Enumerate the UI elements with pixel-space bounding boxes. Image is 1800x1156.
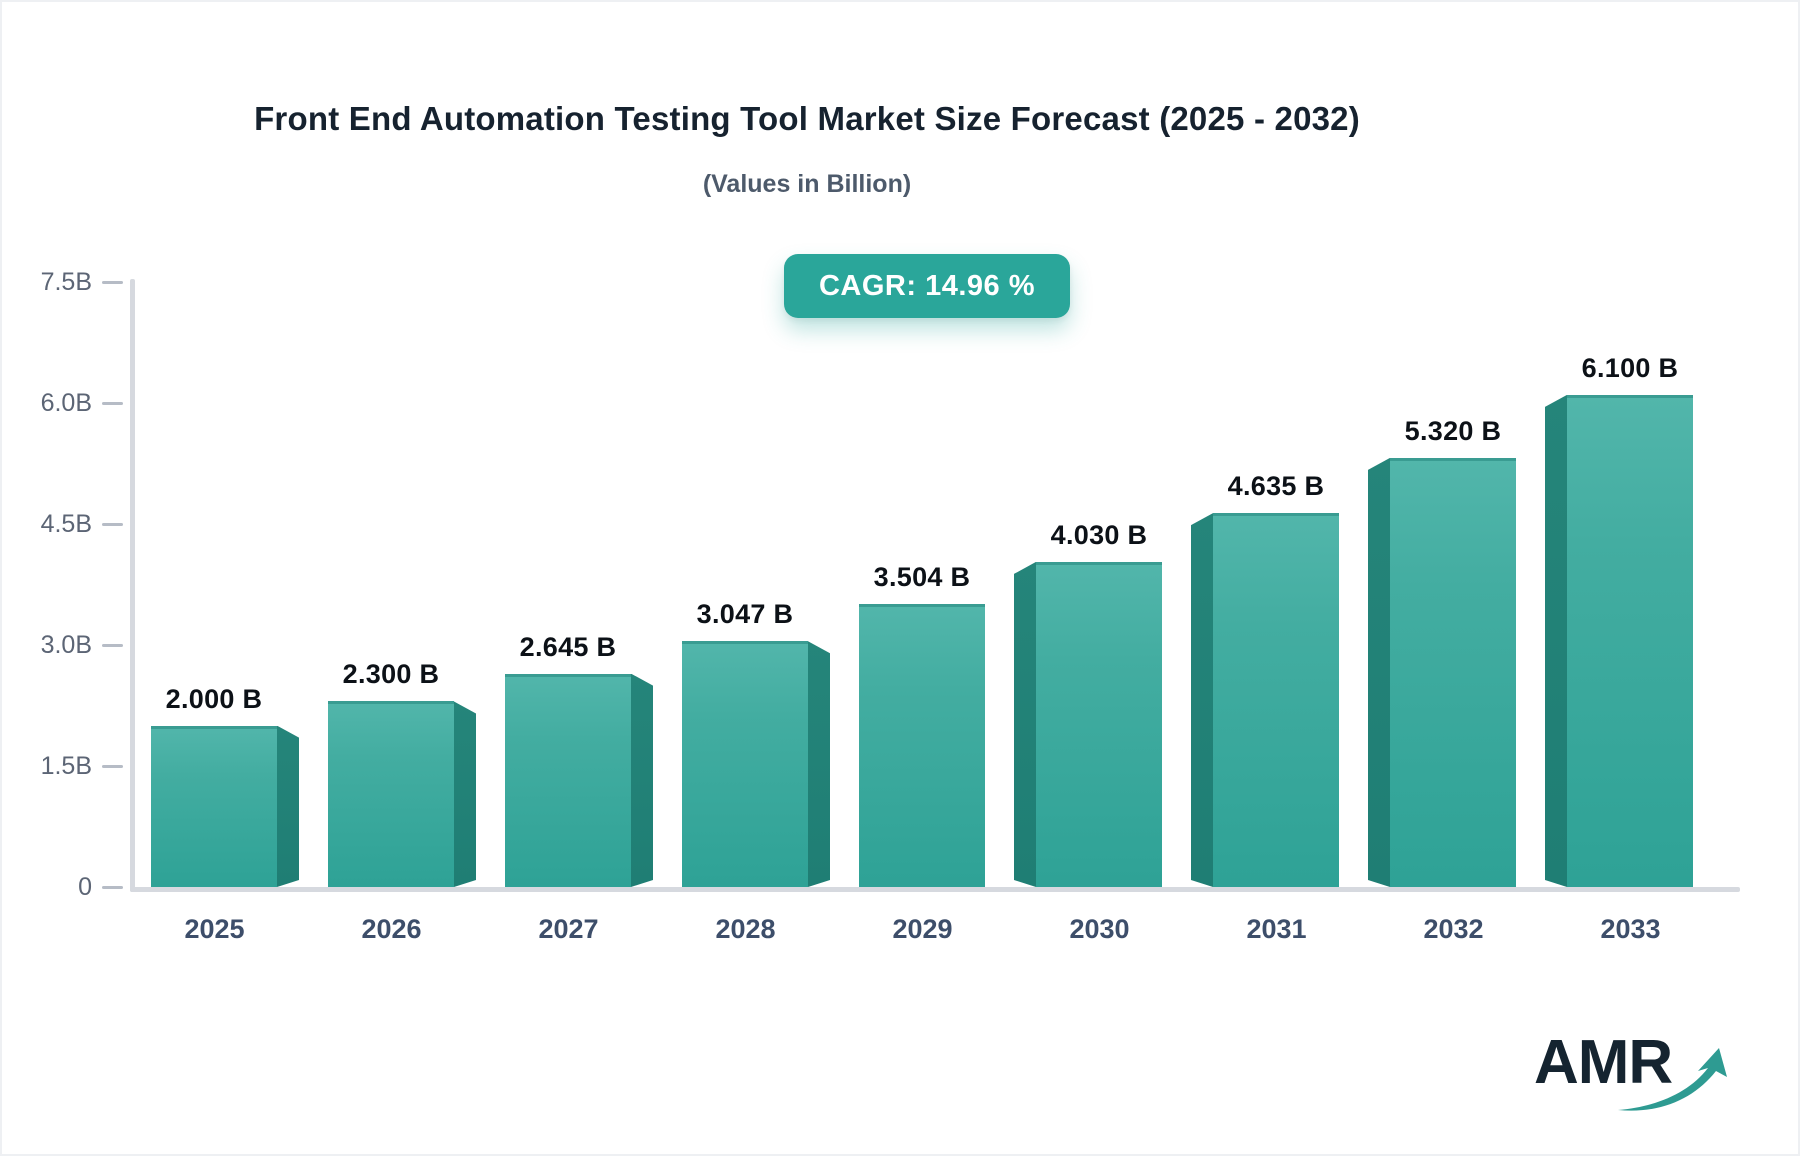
bar-2025: [151, 725, 277, 887]
bar-2031: [1213, 513, 1339, 887]
cagr-badge: CAGR: 14.96 %: [784, 254, 1070, 318]
x-tick-label-2029: 2029: [892, 914, 953, 944]
cagr-badge-label: CAGR: 14.96 %: [818, 269, 1035, 302]
bar-value-label: 3.504 B: [873, 562, 971, 593]
bar-2026: [328, 701, 454, 887]
x-tick-label-2032: 2032: [1423, 914, 1484, 944]
bar-side-face-2030: [1014, 562, 1036, 887]
y-tick-mark: [102, 281, 123, 284]
bar-2028: [682, 641, 808, 887]
bar-2030: [1036, 561, 1162, 887]
bar-2029: [859, 604, 985, 887]
x-tick-label-2030: 2030: [1069, 914, 1130, 944]
x-axis-line: [130, 887, 1740, 892]
bar-side-face-2028: [808, 641, 830, 887]
amr-logo: AMR: [1534, 1032, 1744, 1122]
bar-2027: [505, 673, 631, 887]
bar-side-face-2033: [1545, 395, 1567, 887]
y-tick-label: 0: [78, 873, 92, 901]
y-tick-mark: [102, 523, 123, 526]
bar-value-label: 2.300 B: [342, 659, 440, 690]
y-tick-mark: [102, 886, 123, 889]
y-tick-mark: [102, 644, 123, 647]
x-tick-label-2028: 2028: [715, 914, 776, 944]
bar-side-face-2031: [1191, 513, 1213, 887]
chart-subtitle: (Values in Billion): [702, 170, 912, 198]
bar-value-label: 2.645 B: [519, 631, 617, 662]
y-axis-line: [130, 279, 135, 892]
bar-side-face-2025: [277, 726, 299, 887]
x-tick-label-2026: 2026: [361, 914, 422, 944]
x-tick-label-2033: 2033: [1600, 914, 1661, 944]
x-tick-label-2025: 2025: [184, 914, 245, 944]
bar-2033: [1567, 394, 1693, 887]
bar-side-face-2026: [454, 701, 476, 887]
y-tick-label: 3.0B: [40, 631, 92, 659]
bar-value-label: 5.320 B: [1404, 415, 1502, 446]
bar-side-face-2032: [1368, 458, 1390, 887]
y-tick-label: 4.5B: [40, 510, 92, 538]
bar-value-label: 6.100 B: [1581, 352, 1679, 383]
y-tick-mark: [102, 765, 123, 768]
bar-value-label: 3.047 B: [696, 599, 794, 630]
bar-value-label: 2.000 B: [165, 683, 263, 714]
y-tick-mark: [102, 402, 123, 405]
growth-arrow-icon: [1618, 1048, 1727, 1111]
amr-logo-text: AMR: [1534, 1028, 1673, 1097]
bar-2032: [1390, 457, 1516, 887]
x-tick-label-2027: 2027: [538, 914, 599, 944]
y-tick-label: 6.0B: [40, 389, 92, 417]
chart-title: Front End Automation Testing Tool Market…: [254, 100, 1360, 137]
y-tick-label: 7.5B: [40, 268, 92, 296]
y-tick-label: 1.5B: [40, 752, 92, 780]
bar-value-label: 4.030 B: [1050, 519, 1148, 550]
bar-value-label: 4.635 B: [1227, 471, 1325, 502]
bar-side-face-2027: [631, 674, 653, 887]
x-tick-label-2031: 2031: [1246, 914, 1307, 944]
